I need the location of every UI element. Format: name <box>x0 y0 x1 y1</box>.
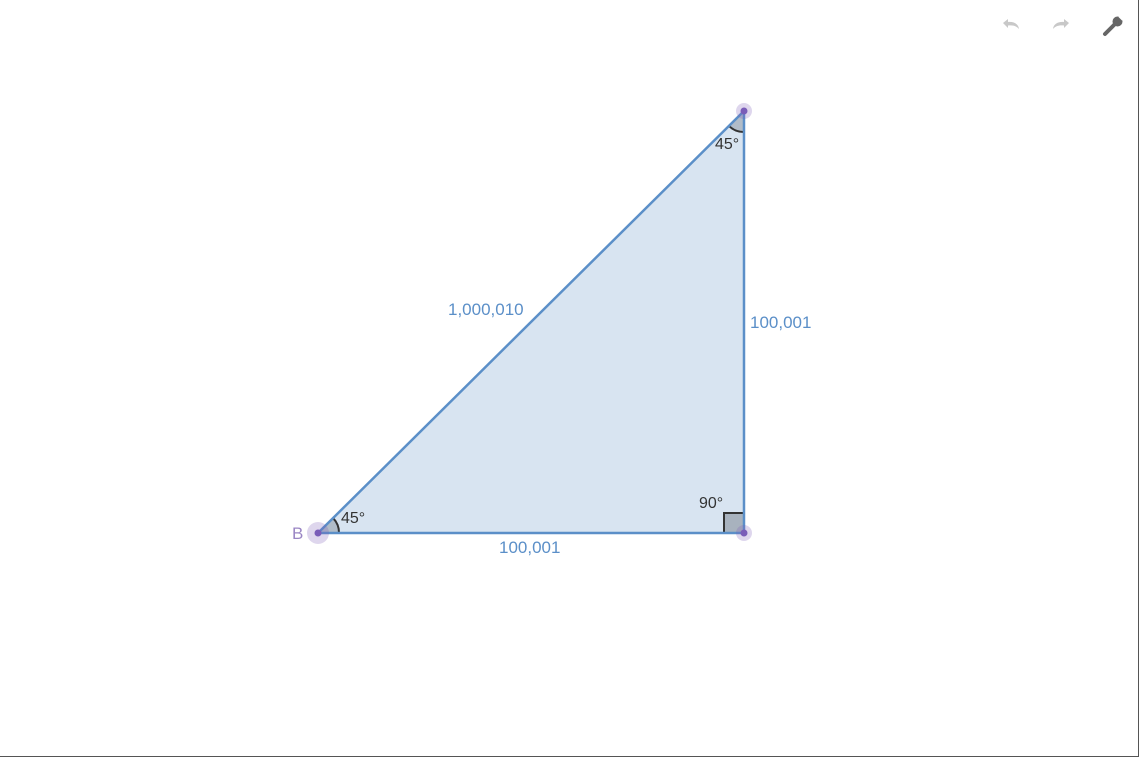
undo-icon <box>1003 19 1019 29</box>
wrench-icon <box>1103 14 1125 36</box>
base-length-label: 100,001 <box>499 538 560 557</box>
hypotenuse-length-label: 1,000,010 <box>448 300 524 319</box>
angle-b-label: 45° <box>341 510 365 527</box>
vertex-b-label: B <box>292 524 303 543</box>
angle-top-label: 45° <box>715 136 739 153</box>
redo-icon <box>1053 19 1069 29</box>
segment-hypotenuse[interactable] <box>317 110 745 534</box>
angle-right-square <box>723 512 744 533</box>
settings-button[interactable] <box>1098 10 1130 42</box>
vertex-top[interactable] <box>736 103 752 119</box>
redo-button[interactable] <box>1046 10 1078 42</box>
vertex-right[interactable] <box>736 525 752 541</box>
angle-right-label: 90° <box>699 495 723 512</box>
vertex-b[interactable] <box>307 522 329 544</box>
vertical-length-label: 100,001 <box>750 313 811 332</box>
undo-button[interactable] <box>994 10 1026 42</box>
angle-right-marker <box>724 513 744 533</box>
